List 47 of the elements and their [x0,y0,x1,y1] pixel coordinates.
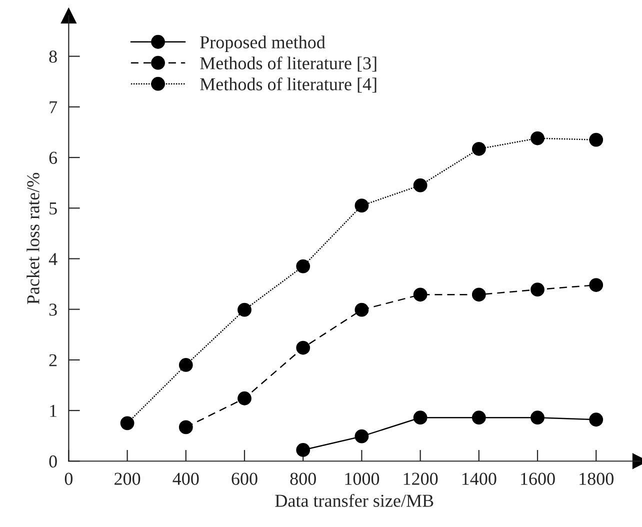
point [472,410,486,425]
point [530,282,544,297]
point [413,410,428,425]
point [589,412,604,427]
x-tick-label: 1200 [404,472,438,485]
point [238,391,252,406]
point [238,302,252,317]
y-axis-title: Packet loss rate/% [26,172,40,304]
legend-label: Methods of literature [4] [200,77,376,93]
point [120,416,134,430]
point [530,131,544,146]
point [472,288,486,302]
x-tick-label: 1600 [521,472,555,485]
point [354,302,369,317]
point [296,259,310,274]
legend-label: Proposed method [200,36,326,52]
point [296,443,310,457]
x-tick-label: 1800 [580,472,614,485]
point [296,340,310,355]
point [178,420,193,434]
point [589,132,604,147]
x-axis-title: Data transfer size/MB [275,494,434,507]
x-tick-label: 0 [64,472,73,485]
y-tick-label: 7 [50,101,58,114]
point [354,198,369,213]
x-tick-label: 400 [172,472,199,485]
point [413,288,428,302]
y-tick-label: 0 [49,455,57,468]
x-tick-label: 800 [290,472,316,485]
point [354,429,369,444]
y-tick-label: 6 [49,152,58,164]
y-tick-label: 4 [48,253,58,265]
x-tick-label: 600 [232,472,258,485]
y-tick-label: 5 [50,202,57,215]
legend-label: Methods of literature [3] [200,56,376,72]
x-tick-label: 1400 [462,472,496,485]
x-tick-label: 1000 [345,472,380,485]
y-tick-label: 3 [49,304,57,316]
point [178,358,193,372]
point [472,142,486,156]
point [589,278,604,292]
point [413,178,428,192]
x-tick-label: 200 [114,472,140,485]
y-tick-label: 2 [49,354,57,366]
point [530,410,544,425]
y-tick-label: 8 [49,50,57,63]
y-tick-label: 1 [50,404,56,417]
